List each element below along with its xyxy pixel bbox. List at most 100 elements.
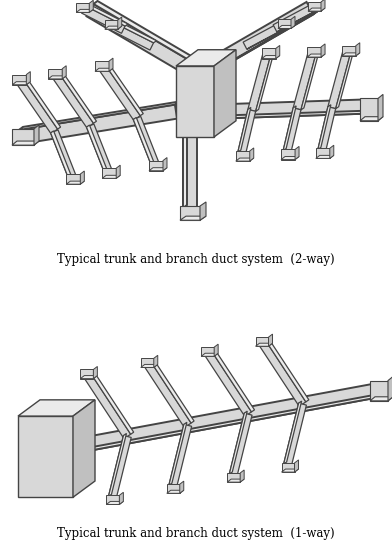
Polygon shape [167, 490, 184, 493]
Polygon shape [180, 481, 184, 493]
Polygon shape [378, 94, 383, 121]
Polygon shape [207, 2, 314, 72]
Polygon shape [183, 137, 197, 208]
Polygon shape [256, 343, 272, 346]
Polygon shape [229, 411, 247, 474]
Polygon shape [214, 99, 365, 119]
Polygon shape [154, 355, 158, 368]
Text: Typical trunk and branch duct system  (2-way): Typical trunk and branch duct system (2-… [57, 253, 335, 266]
Polygon shape [281, 157, 299, 159]
Polygon shape [330, 145, 334, 158]
Polygon shape [106, 495, 119, 505]
Polygon shape [276, 45, 280, 59]
Polygon shape [102, 168, 116, 178]
Polygon shape [105, 20, 118, 29]
Polygon shape [236, 151, 250, 161]
Polygon shape [238, 107, 251, 152]
Polygon shape [12, 82, 30, 85]
Polygon shape [95, 68, 113, 71]
Polygon shape [214, 344, 218, 356]
Polygon shape [294, 460, 299, 472]
Polygon shape [169, 424, 192, 487]
Polygon shape [66, 181, 84, 184]
Polygon shape [51, 130, 76, 179]
Polygon shape [266, 339, 309, 402]
Polygon shape [281, 150, 295, 159]
Polygon shape [141, 358, 154, 368]
Polygon shape [109, 433, 127, 496]
Polygon shape [76, 3, 89, 13]
Polygon shape [114, 20, 156, 43]
Polygon shape [227, 473, 240, 482]
Polygon shape [205, 351, 252, 416]
Polygon shape [99, 65, 140, 121]
Polygon shape [250, 148, 254, 161]
Polygon shape [80, 369, 93, 379]
Polygon shape [238, 110, 256, 154]
Polygon shape [76, 9, 93, 13]
Polygon shape [214, 12, 318, 72]
Polygon shape [141, 364, 158, 368]
Polygon shape [293, 52, 316, 110]
Polygon shape [356, 43, 360, 56]
Polygon shape [51, 131, 72, 179]
Polygon shape [281, 463, 294, 472]
Polygon shape [119, 492, 123, 505]
Polygon shape [87, 125, 107, 173]
Polygon shape [281, 469, 299, 472]
Polygon shape [212, 349, 254, 412]
Polygon shape [277, 10, 318, 32]
Polygon shape [360, 117, 383, 121]
Polygon shape [62, 66, 66, 79]
Polygon shape [116, 165, 120, 178]
Polygon shape [85, 4, 128, 26]
Polygon shape [82, 6, 125, 33]
Polygon shape [26, 72, 30, 85]
Polygon shape [19, 101, 179, 130]
Polygon shape [176, 50, 236, 66]
Text: Typical trunk and branch duct system  (1-way): Typical trunk and branch duct system (1-… [57, 527, 335, 540]
Polygon shape [48, 68, 62, 79]
Polygon shape [308, 2, 321, 11]
Polygon shape [118, 17, 122, 29]
Polygon shape [388, 376, 392, 401]
Polygon shape [72, 384, 376, 454]
Polygon shape [95, 61, 109, 71]
Polygon shape [58, 71, 96, 123]
Polygon shape [214, 111, 369, 119]
Polygon shape [229, 413, 252, 476]
Polygon shape [328, 51, 350, 109]
Polygon shape [80, 171, 84, 184]
Polygon shape [133, 117, 154, 165]
Polygon shape [316, 149, 330, 158]
Polygon shape [87, 124, 112, 173]
Polygon shape [109, 436, 131, 498]
Polygon shape [201, 353, 218, 356]
Polygon shape [73, 400, 95, 497]
Polygon shape [169, 423, 187, 485]
Polygon shape [34, 125, 39, 145]
Polygon shape [93, 367, 97, 379]
Polygon shape [262, 55, 280, 59]
Polygon shape [308, 8, 325, 11]
Polygon shape [321, 44, 325, 57]
Polygon shape [336, 51, 354, 109]
Polygon shape [259, 341, 306, 407]
Polygon shape [105, 63, 143, 116]
Polygon shape [256, 54, 274, 111]
Polygon shape [180, 206, 200, 220]
Polygon shape [262, 48, 276, 59]
Polygon shape [269, 334, 272, 346]
Polygon shape [52, 72, 93, 128]
Polygon shape [318, 107, 336, 151]
Polygon shape [133, 117, 159, 165]
Polygon shape [84, 373, 131, 439]
Polygon shape [295, 146, 299, 159]
Polygon shape [360, 99, 378, 121]
Polygon shape [106, 501, 123, 505]
Polygon shape [163, 158, 167, 171]
Polygon shape [94, 1, 192, 60]
Polygon shape [18, 416, 73, 497]
Polygon shape [273, 4, 315, 32]
Polygon shape [176, 66, 214, 137]
